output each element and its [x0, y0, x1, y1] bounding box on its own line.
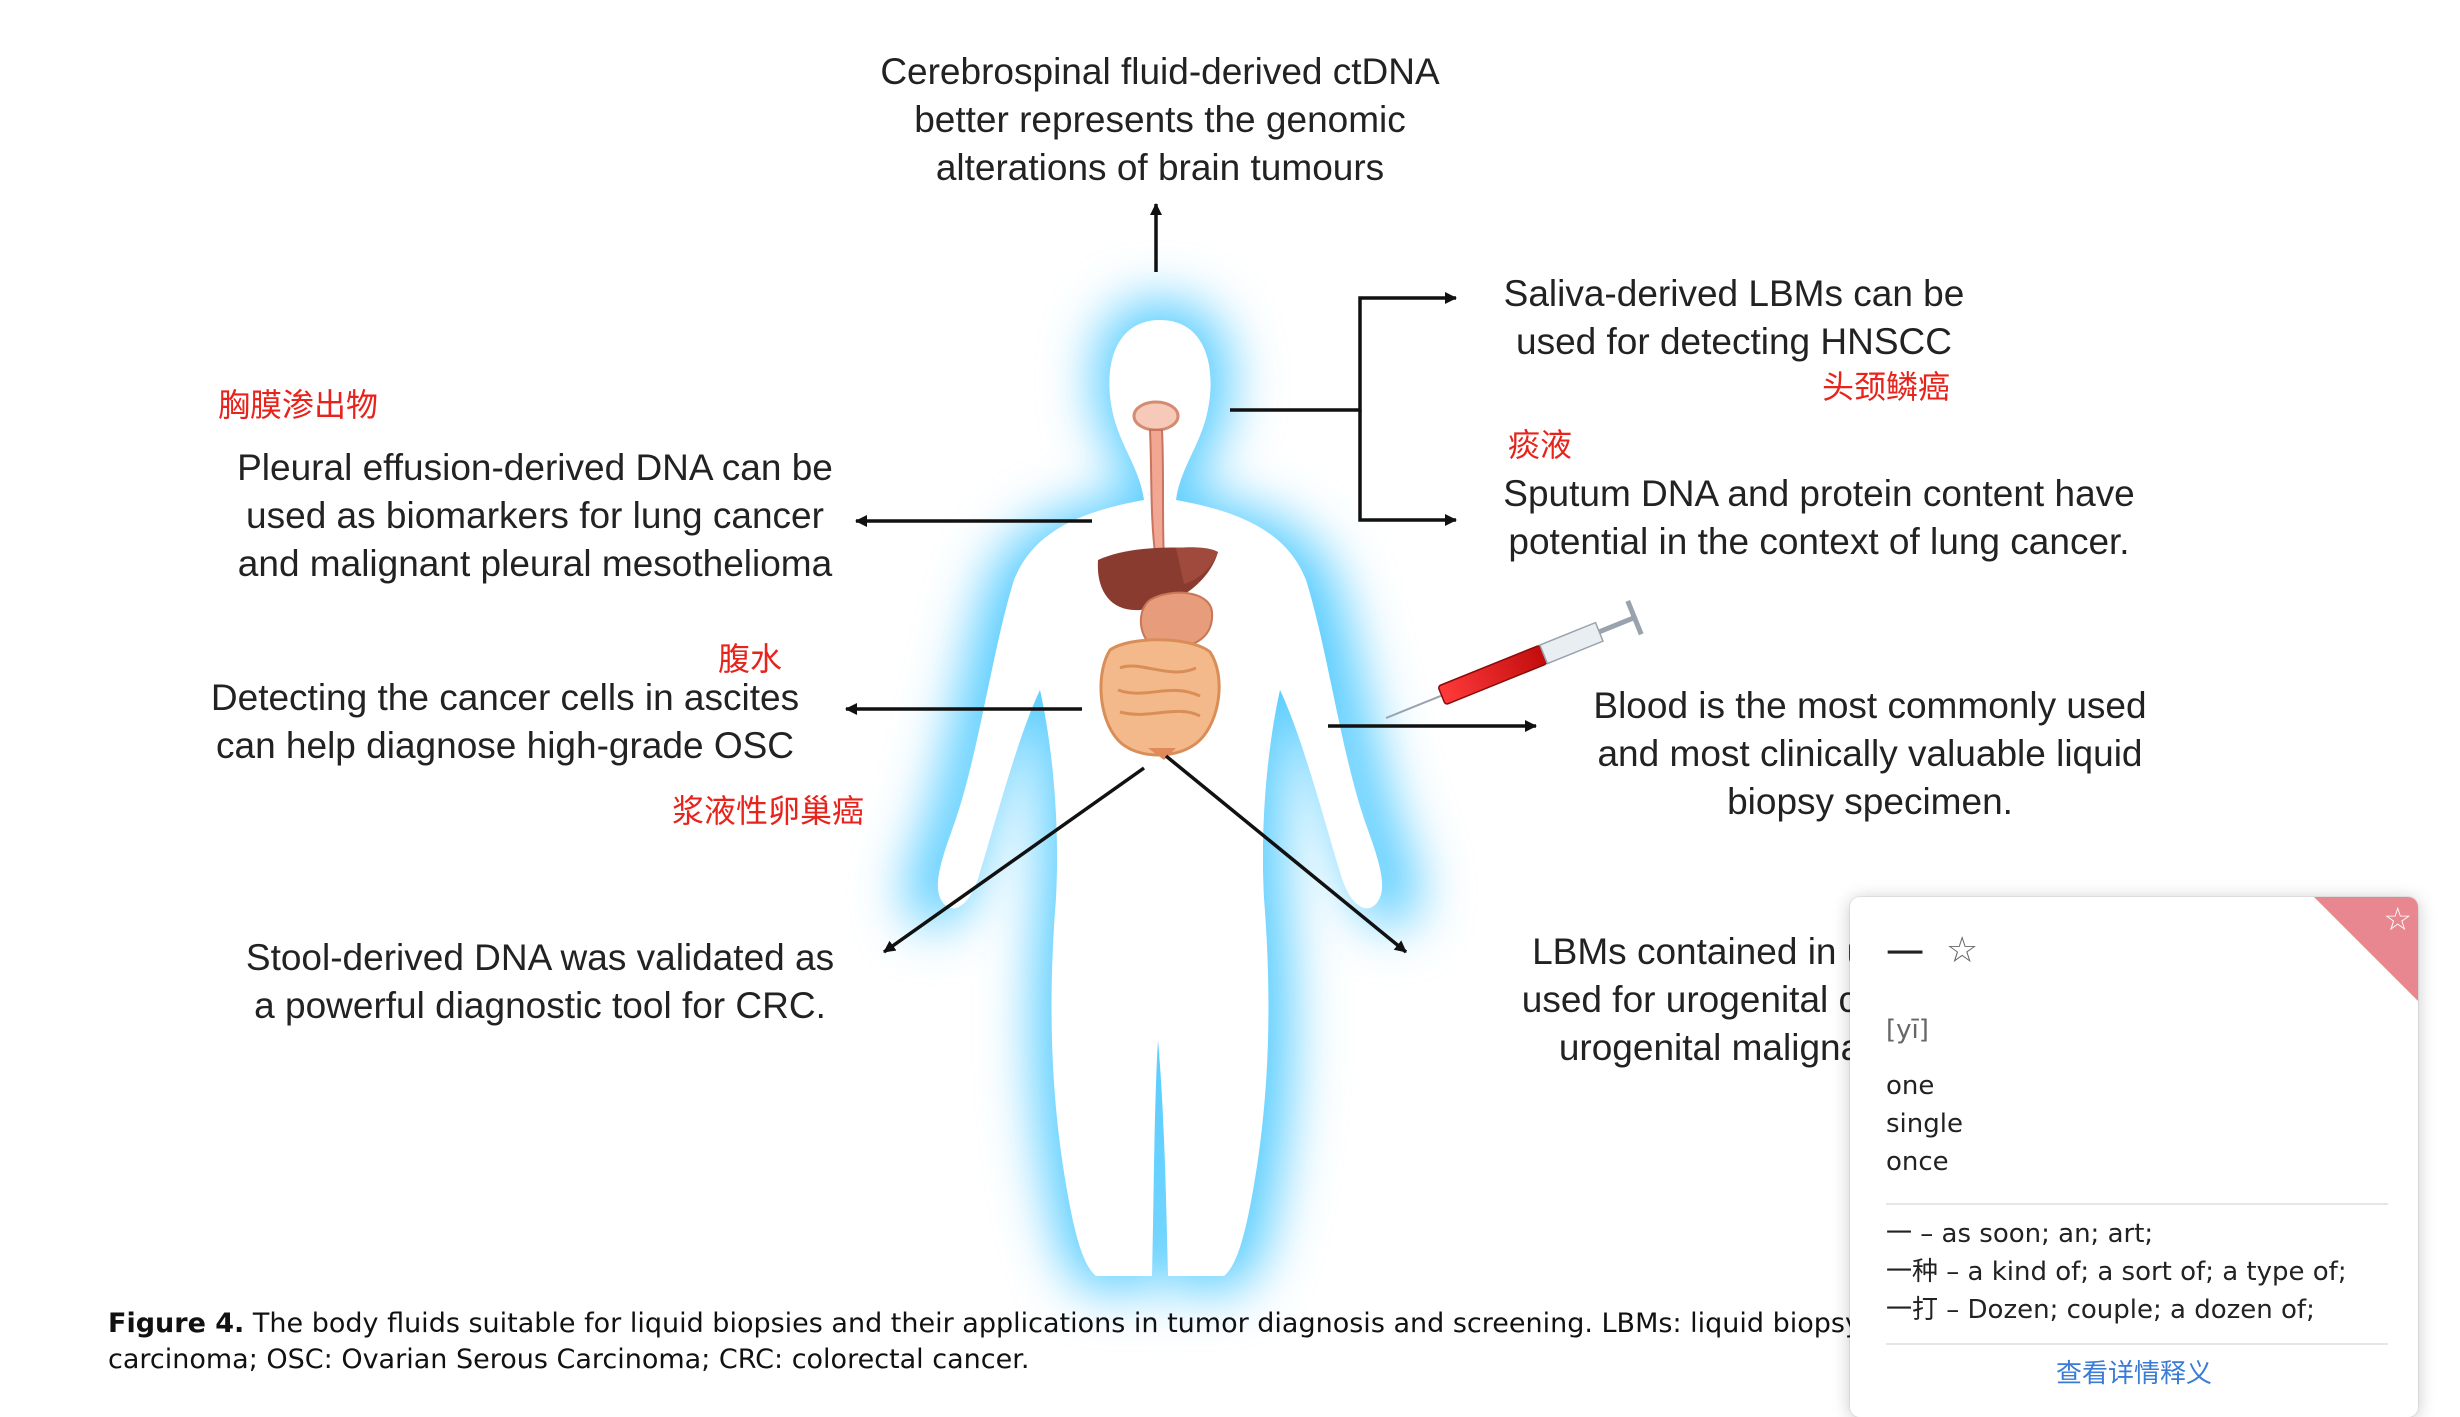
- popup-corner-ribbon[interactable]: [2314, 897, 2418, 1001]
- label-saliva: Saliva-derived LBMs can be used for dete…: [1474, 270, 1994, 366]
- star-outline-icon[interactable]: ☆: [1946, 930, 1979, 971]
- phrase-item: 一 – as soon; an; art;: [1886, 1219, 2154, 1249]
- star-icon[interactable]: ☆: [2383, 900, 2412, 938]
- sense-item: single: [1886, 1109, 1963, 1139]
- sense-item: one: [1886, 1071, 1935, 1101]
- body-silhouette: [937, 320, 1383, 1276]
- label-line: better represents the genomic: [914, 99, 1406, 140]
- label-line: LBMs contained in uri: [1532, 931, 1888, 972]
- label-stool: Stool-derived DNA was validated as a pow…: [210, 934, 870, 1030]
- organs: [1097, 400, 1221, 760]
- sense-item: once: [1886, 1147, 1949, 1177]
- phrase-item: 一种 – a kind of; a sort of; a type of;: [1886, 1257, 2347, 1287]
- figure-graphics: [845, 203, 1644, 1290]
- annotation-sputum-zh: 痰液: [1508, 426, 1573, 464]
- dictionary-popup[interactable]: ☆ 一 ☆ [yī] one single once 一 – as soon; …: [1850, 897, 2418, 1417]
- label-line: used for urogenital can: [1521, 979, 1899, 1020]
- caption-line: carcinoma; OSC: Ovarian Serous Carcinoma…: [108, 1344, 1030, 1375]
- label-line: Stool-derived DNA was validated as: [245, 937, 835, 978]
- arrow-urine: [1164, 754, 1408, 954]
- label-line: a powerful diagnostic tool for CRC.: [254, 985, 826, 1026]
- label-line: Sputum DNA and protein content have: [1503, 473, 2135, 514]
- label-line: potential in the context of lung cancer.: [1508, 521, 2130, 562]
- figure-4: Cerebrospinal fluid-derived ctDNA better…: [170, 48, 2180, 1290]
- label-blood: Blood is the most commonly used and most…: [1560, 682, 2180, 826]
- label-line: biopsy specimen.: [1727, 781, 2013, 822]
- label-line: and malignant pleural mesothelioma: [237, 543, 833, 584]
- label-line: Pleural effusion-derived DNA can be: [237, 447, 833, 488]
- label-line: Saliva-derived LBMs can be: [1503, 273, 1965, 314]
- figure-caption: Figure 4. The body fluids suitable for l…: [108, 1306, 2408, 1378]
- caption-line: Figure 4. The body fluids suitable for l…: [108, 1306, 2408, 1342]
- annotation-hnscc-zh: 头颈鳞癌: [1822, 368, 1951, 406]
- label-line: Cerebrospinal fluid-derived ctDNA: [880, 51, 1440, 92]
- label-csf: Cerebrospinal fluid-derived ctDNA better…: [860, 48, 1460, 192]
- label-urine: LBMs contained in uri used for urogenita…: [1430, 928, 1990, 1072]
- arrows: [845, 203, 1537, 954]
- popup-divider: [1886, 1343, 2388, 1345]
- arrow-sputum: [1358, 410, 1457, 526]
- phrase-item: 一打 – Dozen; couple; a dozen of;: [1886, 1295, 2315, 1325]
- label-line: and most clinically valuable liquid: [1597, 733, 2143, 774]
- label-line: alterations of brain tumours: [935, 147, 1385, 188]
- label-ascites: Detecting the cancer cells in ascites ca…: [170, 674, 840, 770]
- view-details-link[interactable]: 查看详情释义: [2055, 1359, 2212, 1389]
- popup-phrases: 一 – as soon; an; art; 一种 – a kind of; a …: [1886, 1215, 2347, 1329]
- popup-divider: [1886, 1203, 2388, 1205]
- label-line: Detecting the cancer cells in ascites: [210, 677, 800, 718]
- label-line: used for detecting HNSCC: [1516, 321, 1952, 362]
- label-pleural: Pleural effusion-derived DNA can be used…: [200, 444, 870, 588]
- arrow-stool: [882, 766, 1146, 954]
- caption-figure-number: Figure 4.: [108, 1308, 245, 1339]
- annotation-osc-zh: 浆液性卵巢癌: [672, 792, 865, 830]
- annotation-pleural-zh: 胸膜渗出物: [218, 386, 379, 424]
- popup-headword: 一: [1886, 932, 1925, 976]
- annotation-ascites-zh: 腹水: [718, 640, 783, 678]
- arrow-saliva: [1230, 292, 1457, 412]
- popup-pinyin: [yī]: [1886, 1015, 1929, 1045]
- label-line: urogenital maligna: [1558, 1027, 1862, 1068]
- label-line: used as biomarkers for lung cancer: [246, 495, 824, 536]
- popup-senses: one single once: [1886, 1067, 1963, 1181]
- label-sputum: Sputum DNA and protein content have pote…: [1474, 470, 2164, 566]
- syringe-icon: [1385, 599, 1644, 719]
- caption-text: The body fluids suitable for liquid biop…: [244, 1308, 2075, 1339]
- popup-header: 一 ☆: [1886, 923, 1978, 978]
- label-line: can help diagnose high-grade OSC: [216, 725, 794, 766]
- label-line: Blood is the most commonly used: [1593, 685, 2147, 726]
